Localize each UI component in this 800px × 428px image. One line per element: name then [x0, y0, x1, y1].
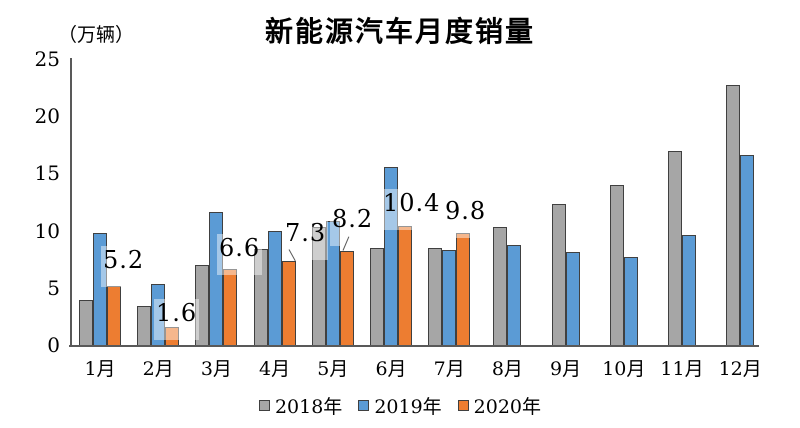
- legend-item-0: 2018年: [258, 392, 343, 419]
- bar-s2-m5: [339, 251, 354, 345]
- bar-s0-m12: [726, 85, 741, 345]
- data-label-2020-m2: 1.6: [154, 299, 200, 340]
- bar-s0-m3: [195, 264, 210, 345]
- bar-s0-m11: [668, 150, 682, 345]
- y-axis-tick-label: 25: [34, 47, 60, 71]
- bar-s1-m6: [384, 166, 398, 345]
- bar-s2-m7: [456, 232, 471, 345]
- bar-s2-m2: [165, 326, 180, 345]
- legend-label: 2019年: [374, 396, 442, 418]
- legend-label: 2018年: [274, 396, 343, 418]
- legend-swatch-icon: [457, 400, 469, 411]
- x-axis-label: 12月: [718, 358, 762, 380]
- bar-s1-m4: [267, 230, 282, 345]
- x-axis-label: 9月: [550, 358, 582, 380]
- data-label-2020-m7: 9.8: [443, 197, 489, 238]
- bar-s1-m8: [507, 245, 522, 345]
- bar-s0-m9: [551, 204, 566, 345]
- x-axis-label: 3月: [200, 358, 232, 380]
- bar-s0-m6: [370, 247, 384, 345]
- y-axis-tick-label: 5: [47, 275, 60, 300]
- x-axis-label: 5月: [317, 358, 349, 380]
- x-axis-label: 1月: [84, 358, 116, 380]
- legend-swatch-icon: [358, 400, 370, 411]
- legend-item-2: 2020年: [457, 392, 542, 419]
- bar-s0-m7: [428, 247, 443, 345]
- bar-s0-m8: [493, 227, 508, 345]
- x-axis-label: 8月: [491, 358, 523, 380]
- bar-s2-m3: [223, 269, 238, 345]
- x-axis-label: 7月: [433, 358, 465, 380]
- data-label-2020-m1: 5.2: [101, 246, 147, 287]
- bar-s2-m6: [398, 226, 412, 345]
- bar-s1-m3: [209, 212, 224, 345]
- chart-title: 新能源汽车月度销量: [264, 15, 535, 48]
- bar-s0-m10: [609, 184, 624, 345]
- bar-s1-m2: [151, 284, 166, 345]
- bar-s1-m12: [740, 155, 755, 345]
- bar-s1-m9: [565, 252, 580, 345]
- bar-s1-m10: [623, 256, 638, 345]
- bar-s2-m4: [281, 261, 296, 345]
- x-axis-label: 6月: [375, 358, 407, 380]
- y-axis-tick-label: 10: [34, 218, 60, 243]
- bar-s2-m1: [107, 285, 121, 345]
- bar-s1-m1: [93, 232, 107, 345]
- data-label-2020-m4: 7.3: [283, 219, 329, 260]
- y-axis-tick-label: 0: [47, 333, 60, 357]
- x-axis-line: [69, 345, 759, 347]
- data-label-2020-m6: 10.4: [381, 189, 443, 230]
- x-axis-label: 10月: [602, 358, 646, 380]
- bar-s1-m5: [325, 221, 340, 345]
- bar-s1-m7: [442, 250, 457, 345]
- y-axis-tick-label: 15: [34, 161, 60, 186]
- legend-item-1: 2019年: [358, 392, 442, 419]
- data-label-2020-m5: 8.2: [330, 205, 376, 246]
- x-axis-label: 11月: [660, 358, 704, 380]
- bar-s1-m11: [682, 235, 696, 345]
- legend: 2018年 2019年 2020年: [0, 392, 800, 419]
- x-axis-label: 4月: [259, 358, 291, 380]
- y-axis-line: [70, 58, 72, 346]
- legend-swatch-icon: [258, 400, 270, 411]
- y-axis-tick-label: 20: [34, 104, 60, 129]
- bar-s0-m4: [253, 248, 268, 345]
- data-label-2020-m3: 6.6: [217, 234, 263, 275]
- y-axis-unit-label: （万辆）: [58, 24, 135, 46]
- bar-s0-m2: [137, 306, 152, 345]
- bar-s0-m1: [79, 300, 93, 345]
- x-axis-label: 2月: [142, 358, 174, 380]
- bar-s0-m5: [311, 227, 326, 345]
- legend-label: 2020年: [473, 396, 542, 418]
